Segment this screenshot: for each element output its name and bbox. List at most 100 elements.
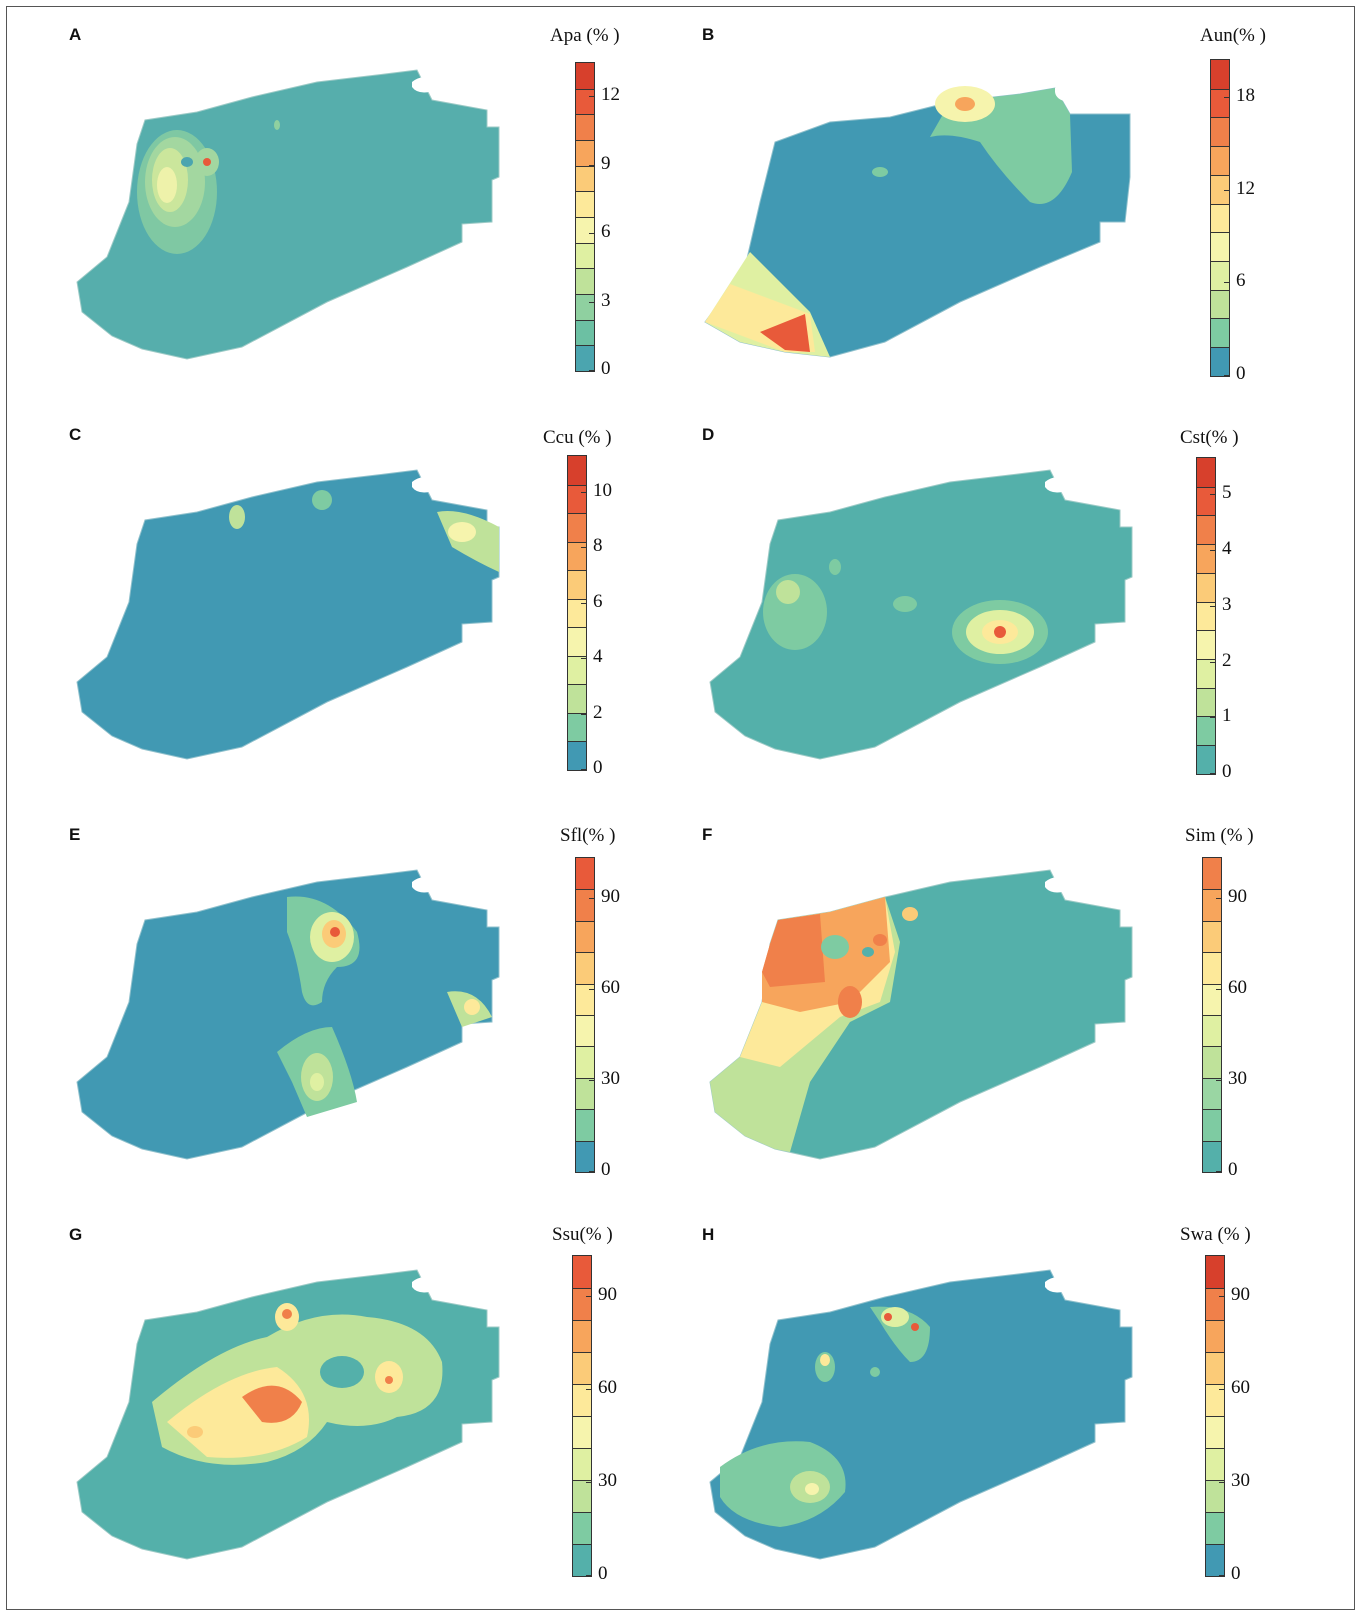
colorbar-bin <box>568 541 586 571</box>
colorbar-bin <box>568 484 586 514</box>
colorbar-tick-label: 90 <box>1228 885 1247 907</box>
colorbar-bin <box>1197 659 1215 688</box>
colorbar-tick <box>1210 605 1215 607</box>
panel-label: D <box>702 425 715 444</box>
colorbar-bin <box>568 627 586 656</box>
colorbar-bin <box>1203 1140 1221 1172</box>
colorbar-bin <box>568 684 586 713</box>
colorbar-bin <box>576 345 594 371</box>
panel-d: D Cst(% ) 5 4 3 2 1 0 <box>640 407 1280 802</box>
colorbar-tick-label: 2 <box>593 701 603 723</box>
colorbar-bin <box>1211 174 1229 204</box>
panel-label: A <box>69 25 82 44</box>
panel-label: G <box>69 1225 83 1244</box>
colorbar-bin <box>1197 601 1215 631</box>
colorbar-tick-label: 9 <box>601 152 611 174</box>
colorbar-tick <box>581 602 586 604</box>
colorbar-bin <box>1206 1320 1224 1352</box>
colorbar-tick <box>1219 1296 1224 1298</box>
colorbar-bin <box>568 655 586 685</box>
colorbar-bin <box>576 1046 594 1078</box>
colorbar-tick <box>589 370 594 371</box>
colorbar-bin <box>1197 515 1215 545</box>
colorbar-tick <box>1216 1171 1221 1172</box>
colorbar-bin <box>573 1512 591 1544</box>
colorbar-tick <box>1216 988 1221 990</box>
colorbar-tick <box>589 96 594 98</box>
colorbar-tick <box>1219 1482 1224 1484</box>
colorbar-tick <box>589 164 594 166</box>
colorbar-tick-label: 0 <box>598 1563 608 1584</box>
colorbar-tick-label: 12 <box>601 84 620 106</box>
colorbar-bin <box>573 1352 591 1384</box>
colorbar-bin <box>576 319 594 346</box>
colorbar <box>567 455 587 771</box>
colorbar-tick <box>1210 717 1215 719</box>
panel-c: C Ccu (% ) 10 8 6 4 2 0 <box>7 407 647 802</box>
colorbar-bin <box>1203 983 1221 1015</box>
colorbar-bin <box>1203 1109 1221 1141</box>
colorbar-bin <box>1203 1077 1221 1110</box>
colorbar-bin <box>568 712 586 742</box>
colorbar-bin <box>1197 687 1215 717</box>
colorbar-bin <box>573 1288 591 1320</box>
colorbar-tick-label: 4 <box>593 646 603 668</box>
colorbar-tick <box>1210 661 1215 663</box>
colorbar-tick-label: 6 <box>1236 270 1246 292</box>
colorbar-tick <box>589 1171 594 1172</box>
map-e <box>67 852 517 1172</box>
colorbar-tick <box>589 233 594 235</box>
colorbar-tick <box>1219 1575 1224 1576</box>
colorbar-title: Cst(% ) <box>1180 427 1239 448</box>
colorbar-tick-label: 30 <box>1228 1067 1247 1089</box>
colorbar <box>1205 1255 1225 1577</box>
colorbar-bin <box>573 1320 591 1352</box>
colorbar-bin <box>573 1448 591 1480</box>
colorbar-title: Sfl(% ) <box>560 825 616 846</box>
colorbar-bin <box>568 513 586 542</box>
colorbar-tick <box>586 1575 591 1576</box>
colorbar-tick <box>586 1482 591 1484</box>
colorbar-tick-label: 3 <box>1222 593 1232 615</box>
colorbar-bin <box>573 1544 591 1576</box>
colorbar-bin <box>1211 261 1229 290</box>
colorbar-tick <box>581 492 586 494</box>
colorbar-bin <box>1203 1046 1221 1078</box>
colorbar-bin <box>1203 1014 1221 1047</box>
colorbar-tick-label: 6 <box>593 590 603 612</box>
colorbar-bin <box>576 216 594 243</box>
colorbar-tick-label: 0 <box>1228 1159 1238 1180</box>
colorbar-tick <box>1224 282 1229 284</box>
colorbar <box>1202 857 1222 1173</box>
colorbar-tick-label: 60 <box>1231 1377 1250 1399</box>
colorbar-tick-label: 90 <box>598 1284 617 1306</box>
colorbar-bin <box>1206 1384 1224 1416</box>
colorbar-tick-label: 18 <box>1236 84 1255 106</box>
panel-f: F Sim (% ) 90 60 30 0 <box>640 807 1280 1202</box>
colorbar-bin <box>576 191 594 217</box>
colorbar-bin <box>576 889 594 921</box>
colorbar-tick-label: 30 <box>598 1470 617 1492</box>
colorbar-bin <box>568 598 586 628</box>
colorbar-bin <box>1197 544 1215 573</box>
colorbar-tick-label: 60 <box>598 1377 617 1399</box>
colorbar-bin <box>1203 889 1221 921</box>
colorbar-bin <box>1211 203 1229 233</box>
colorbar-tick <box>1219 1389 1224 1391</box>
colorbar-tick-label: 1 <box>1222 705 1232 727</box>
colorbar-bin <box>1211 232 1229 262</box>
colorbar-tick <box>1210 773 1215 774</box>
colorbar-bin <box>573 1256 591 1288</box>
figure-frame: A Apa (% ) 12 9 6 3 0 B <box>6 6 1355 1610</box>
panel-g: G Ssu(% ) 90 60 30 0 <box>7 1207 647 1602</box>
map-c <box>67 452 517 772</box>
colorbar-bin <box>1206 1448 1224 1480</box>
colorbar-bin <box>576 165 594 192</box>
colorbar-tick <box>589 301 594 303</box>
colorbar <box>572 1255 592 1577</box>
colorbar-bin <box>1206 1352 1224 1384</box>
map-d <box>700 452 1150 772</box>
colorbar <box>575 62 595 372</box>
colorbar-bin <box>1206 1480 1224 1512</box>
colorbar-tick <box>586 1389 591 1391</box>
